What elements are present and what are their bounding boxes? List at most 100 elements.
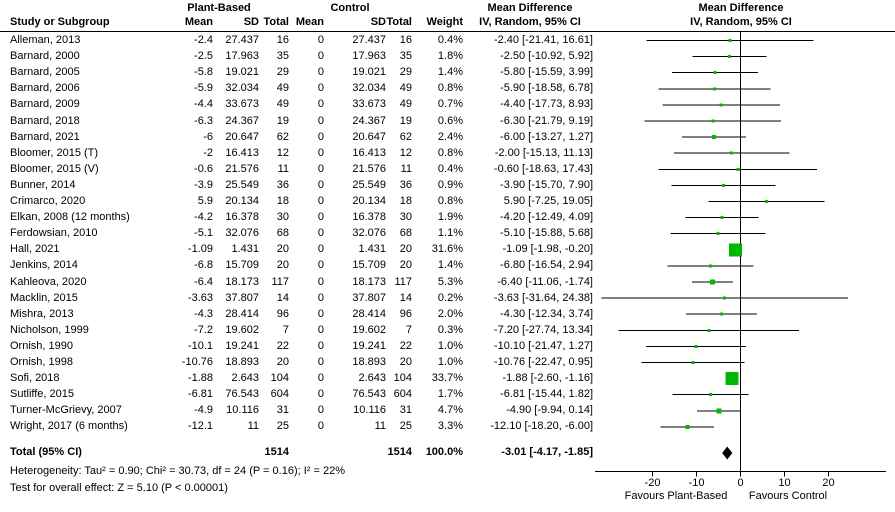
control-total-cell: 12 [399, 146, 412, 159]
effect-marker [694, 344, 698, 348]
treatment-total-cell: 31 [276, 404, 289, 417]
effect-marker [730, 151, 734, 155]
effect-marker [713, 87, 717, 91]
control-mean-cell: 0 [317, 307, 324, 320]
control-total-cell: 36 [399, 178, 412, 191]
treatment-sd-cell: 15.709 [225, 259, 259, 272]
study-label: Bunner, 2014 [10, 178, 76, 191]
weight-cell: 0.4% [437, 162, 463, 175]
treatment-mean-cell: -6.4 [194, 275, 213, 288]
study-row: Bloomer, 2015 (V) -0.6 21.576 11 0 21.576 11 0.… [0, 161, 895, 177]
md-column-subtitle: IV, Random, 95% CI [479, 16, 581, 28]
md-ci-cell: -3.63 [-31.64, 24.38] [493, 291, 593, 304]
control-total-cell: 68 [399, 227, 412, 240]
weight-cell: 0.7% [437, 98, 463, 111]
total-md-ci: -3.01 [-4.17, -1.85] [501, 446, 593, 458]
control-mean-cell: 0 [317, 339, 324, 352]
md-ci-cell: -5.90 [-18.58, 6.78] [500, 82, 593, 95]
control-total-cell: 20 [399, 243, 412, 256]
treatment-mean-cell: -3.9 [194, 178, 213, 191]
control-sd-cell: 17.963 [352, 50, 386, 63]
favours-right-label: Favours Control [749, 490, 827, 502]
treatment-mean-cell: -5.1 [194, 227, 213, 240]
control-total-cell: 604 [393, 388, 412, 401]
weight-cell: 0.3% [437, 323, 463, 336]
effect-marker [723, 296, 727, 300]
study-label: Ferdowsian, 2010 [10, 227, 98, 240]
control-sd-cell: 33.673 [352, 98, 386, 111]
study-row: Barnard, 2018 -6.3 24.367 19 0 24.367 19 0.6% -6… [0, 113, 895, 129]
plot-title: Mean Difference [698, 2, 784, 14]
control-total-cell: 29 [399, 66, 412, 79]
study-label: Barnard, 2018 [10, 114, 80, 127]
treatment-sd-cell: 19.021 [225, 66, 259, 79]
md-ci-cell: -6.81 [-15.44, 1.82] [500, 388, 593, 401]
weight-cell: 0.8% [437, 195, 463, 207]
study-row: Jenkins, 2014 -6.8 15.709 20 0 15.709 20 1.4% -6… [0, 257, 895, 273]
treatment-mean-cell: -6.8 [194, 259, 213, 272]
study-label: Crimarco, 2020 [10, 195, 86, 207]
treatment-total-cell: 19 [276, 114, 289, 127]
treatment-mean-cell: -4.9 [194, 404, 213, 417]
control-total-cell: 22 [399, 339, 412, 352]
heterogeneity-stats: Heterogeneity: Tau² = 0.90; Chi² = 30.73… [10, 465, 345, 477]
effect-marker [716, 232, 720, 236]
md-ci-cell: -6.30 [-21.79, 9.19] [500, 114, 593, 127]
treatment-sd-cell: 2.643 [231, 372, 259, 385]
control-total-cell: 62 [399, 130, 412, 143]
md-column-title: Mean Difference [487, 2, 573, 14]
control-mean-cell: 0 [317, 275, 324, 288]
control-total-cell: 31 [399, 404, 412, 417]
treatment-sd-cell: 37.807 [225, 291, 259, 304]
effect-marker [720, 312, 724, 316]
md-ci-cell: -10.10 [-21.47, 1.27] [493, 339, 593, 352]
treatment-mean-cell: -2.4 [194, 34, 213, 46]
control-mean-header: Mean [295, 16, 324, 28]
treatment-sd-cell: 32.034 [225, 82, 259, 95]
treatment-sd-cell: 16.413 [225, 146, 259, 159]
study-row: Hall, 2021 -1.09 1.431 20 0 1.431 20 31.6% -1.09… [0, 241, 895, 257]
study-label: Bloomer, 2015 (T) [10, 146, 99, 159]
treatment-sd-cell: 18.173 [225, 275, 259, 288]
control-mean-cell: 0 [317, 50, 324, 63]
control-sd-cell: 15.709 [352, 259, 386, 272]
md-ci-cell: -0.60 [-18.63, 17.43] [493, 162, 593, 175]
treatment-sd-cell: 21.576 [225, 162, 259, 175]
treatment-sd-cell: 32.076 [225, 227, 259, 240]
study-row: Sofi, 2018 -1.88 2.643 104 0 2.643 104 33.7% -1.… [0, 370, 895, 386]
md-ci-cell: -6.80 [-16.54, 2.94] [500, 259, 593, 272]
plot-subtitle: IV, Random, 95% CI [690, 16, 792, 28]
control-mean-cell: 0 [317, 227, 324, 240]
treatment-total-cell: 20 [276, 243, 289, 256]
treatment-total-header: Total [263, 16, 289, 28]
study-label: Sutliffe, 2015 [10, 388, 75, 401]
study-row: Wright, 2017 (6 months) -12.1 11 25 0 11 25 3.3… [0, 418, 895, 434]
control-mean-cell: 0 [317, 243, 324, 256]
study-row: Barnard, 2000 -2.5 17.963 35 0 17.963 35 1.8% -2… [0, 48, 895, 64]
effect-marker [728, 55, 731, 59]
control-total-cell: 18 [399, 195, 412, 207]
effect-marker [728, 39, 732, 42]
control-sd-cell: 25.549 [352, 178, 386, 191]
overall-effect-diamond [722, 446, 733, 460]
study-column-header: Study or Subgroup [10, 16, 110, 28]
control-total-cell: 20 [399, 259, 412, 272]
treatment-total-cell: 49 [276, 82, 289, 95]
md-ci-cell: -4.30 [-12.34, 3.74] [500, 307, 593, 320]
control-total-cell: 20 [399, 356, 412, 368]
effect-marker [709, 393, 713, 397]
treatment-total-cell: 18 [276, 195, 289, 207]
treatment-sd-cell: 76.543 [225, 388, 259, 401]
study-label: Wright, 2017 (6 months) [10, 420, 128, 433]
control-sd-cell: 20.134 [352, 195, 386, 207]
control-mean-cell: 0 [317, 259, 324, 272]
study-row: Barnard, 2009 -4.4 33.673 49 0 33.673 49 0.7% -4… [0, 96, 895, 112]
study-row: Mishra, 2013 -4.3 28.414 96 0 28.414 96 2.0% -4.… [0, 306, 895, 322]
control-mean-cell: 0 [317, 356, 324, 368]
control-sd-cell: 10.116 [353, 404, 386, 417]
weight-cell: 1.4% [437, 259, 463, 272]
treatment-mean-cell: -3.63 [187, 291, 213, 304]
control-total-cell: 16 [399, 34, 412, 46]
md-ci-cell: -12.10 [-18.20, -6.00] [490, 420, 593, 433]
